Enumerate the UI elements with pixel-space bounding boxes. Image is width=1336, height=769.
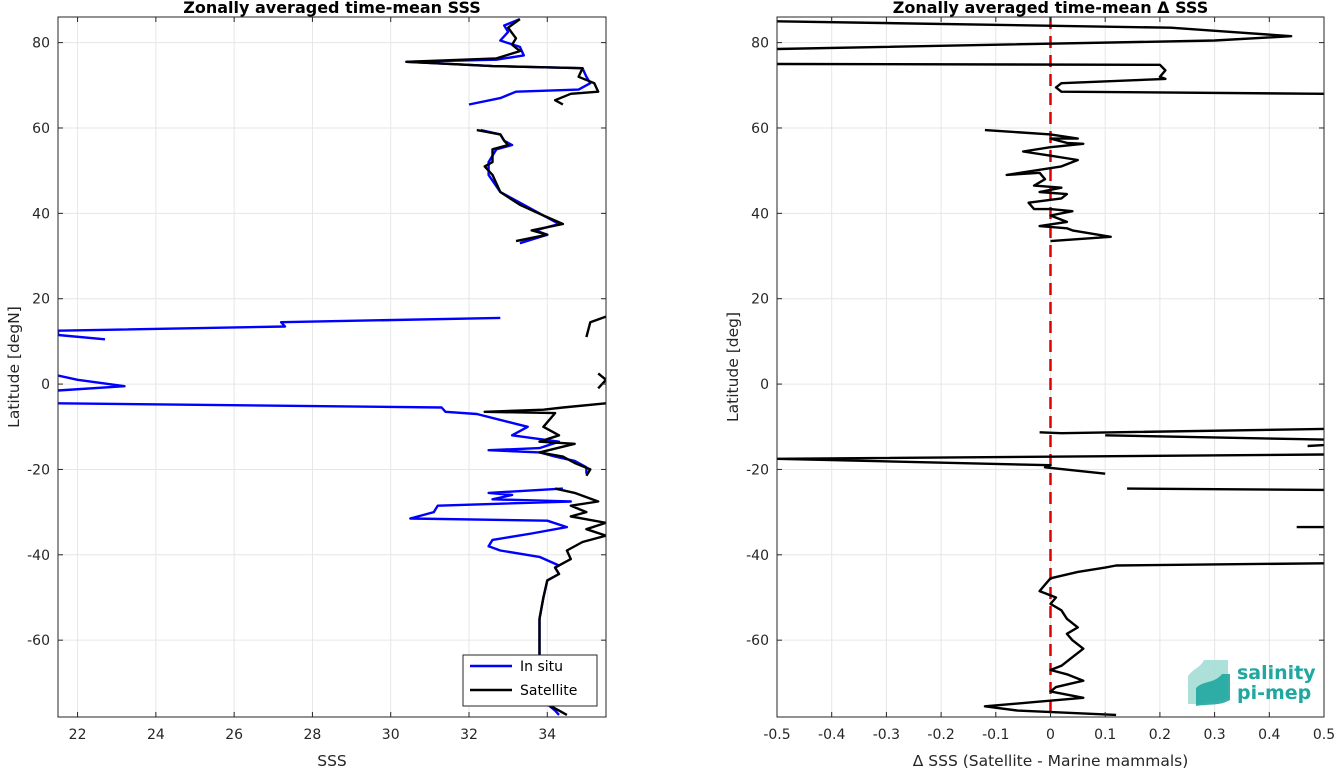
x-tick-label: 0.3 [1203,727,1225,743]
y-tick-label: 40 [32,206,50,222]
y-tick-label: 20 [751,292,769,308]
y-tick-label: 20 [32,292,50,308]
series-line-delta-sss [1307,443,1324,448]
series-line-satellite [476,128,565,243]
legend: In situ Satellite [462,654,598,707]
chart-title: Zonally averaged time-mean SSS [183,0,481,17]
series-line-delta-sss [1127,487,1324,492]
x-tick-label: 0.5 [1313,727,1335,743]
series-line-delta-sss [1105,434,1324,441]
chart-title: Zonally averaged time-mean Δ SSS [893,0,1209,17]
x-axis-label: Δ SSS (Satellite - Marine mammals) [913,752,1189,769]
series-line-satellite [405,18,600,106]
series-line-delta-sss [777,62,1324,95]
salinity-pi-mep-logo: salinity pi-mep [1188,660,1316,706]
x-tick-label: 24 [147,727,165,743]
y-tick-label: -40 [746,548,769,564]
x-tick-label: 30 [382,727,400,743]
y-tick-label: 0 [41,377,50,393]
x-tick-label: -0.1 [982,727,1009,743]
legend-label-in-situ: In situ [520,659,563,675]
plot-frame [57,16,607,718]
x-tick-label: 34 [538,727,556,743]
x-tick-label: 26 [225,727,243,743]
series-line-satellite [483,402,606,477]
series-line-in-situ [58,402,588,474]
x-tick-label: 32 [460,727,478,743]
x-axis-label: SSS [317,752,347,769]
series-line-delta-sss [983,562,1324,717]
series-line-delta-sss [777,453,1324,475]
y-tick-label: 80 [751,36,769,52]
left-chart: 22 24 26 28 30 32 34 -60 -40 -20 0 20 40 60 80 Zonally … [5,0,607,769]
y-tick-label: 40 [751,206,769,222]
y-tick-label: -60 [27,633,50,649]
right-chart: -0.5 -0.4 -0.3 -0.2 -0.1 0 0.1 0.2 0.3 0.4 0.5 -60 -… [724,0,1335,769]
series-line-delta-sss [777,20,1293,51]
x-tick-label: 0.2 [1149,727,1171,743]
y-tick-label: -60 [746,633,769,649]
series-line-satellite [585,315,606,338]
y-tick-label: 0 [760,377,769,393]
y-tick-label: -20 [27,462,50,478]
logo-text-line1: salinity [1237,662,1316,684]
y-axis-label: Latitude [deg] [724,312,742,422]
x-tick-label: 0.4 [1258,727,1280,743]
y-tick-label: -40 [27,548,50,564]
y-tick-label: -20 [746,462,769,478]
x-tick-label: 0.1 [1094,727,1116,743]
y-tick-label: 60 [32,121,50,137]
x-tick-label: 22 [69,727,87,743]
series-line-delta-sss [1039,427,1324,435]
series-line-satellite [597,372,606,390]
x-tick-label: -0.2 [927,727,954,743]
y-tick-label: 80 [32,36,50,52]
series-line-delta-sss [984,128,1112,243]
series-line-in-situ [58,316,501,341]
x-tick-label: 0 [1046,727,1055,743]
x-tick-label: -0.5 [763,727,790,743]
logo-wave-icon-front [1196,674,1230,706]
x-tick-label: 28 [304,727,322,743]
legend-label-satellite: Satellite [520,683,577,699]
logo-text-line2: pi-mep [1237,682,1311,704]
x-tick-label: -0.4 [818,727,845,743]
y-axis-label: Latitude [degN] [5,306,23,428]
x-tick-label: -0.3 [873,727,900,743]
legend-box [462,654,598,707]
series-line-in-situ [58,374,126,392]
y-tick-label: 60 [751,121,769,137]
